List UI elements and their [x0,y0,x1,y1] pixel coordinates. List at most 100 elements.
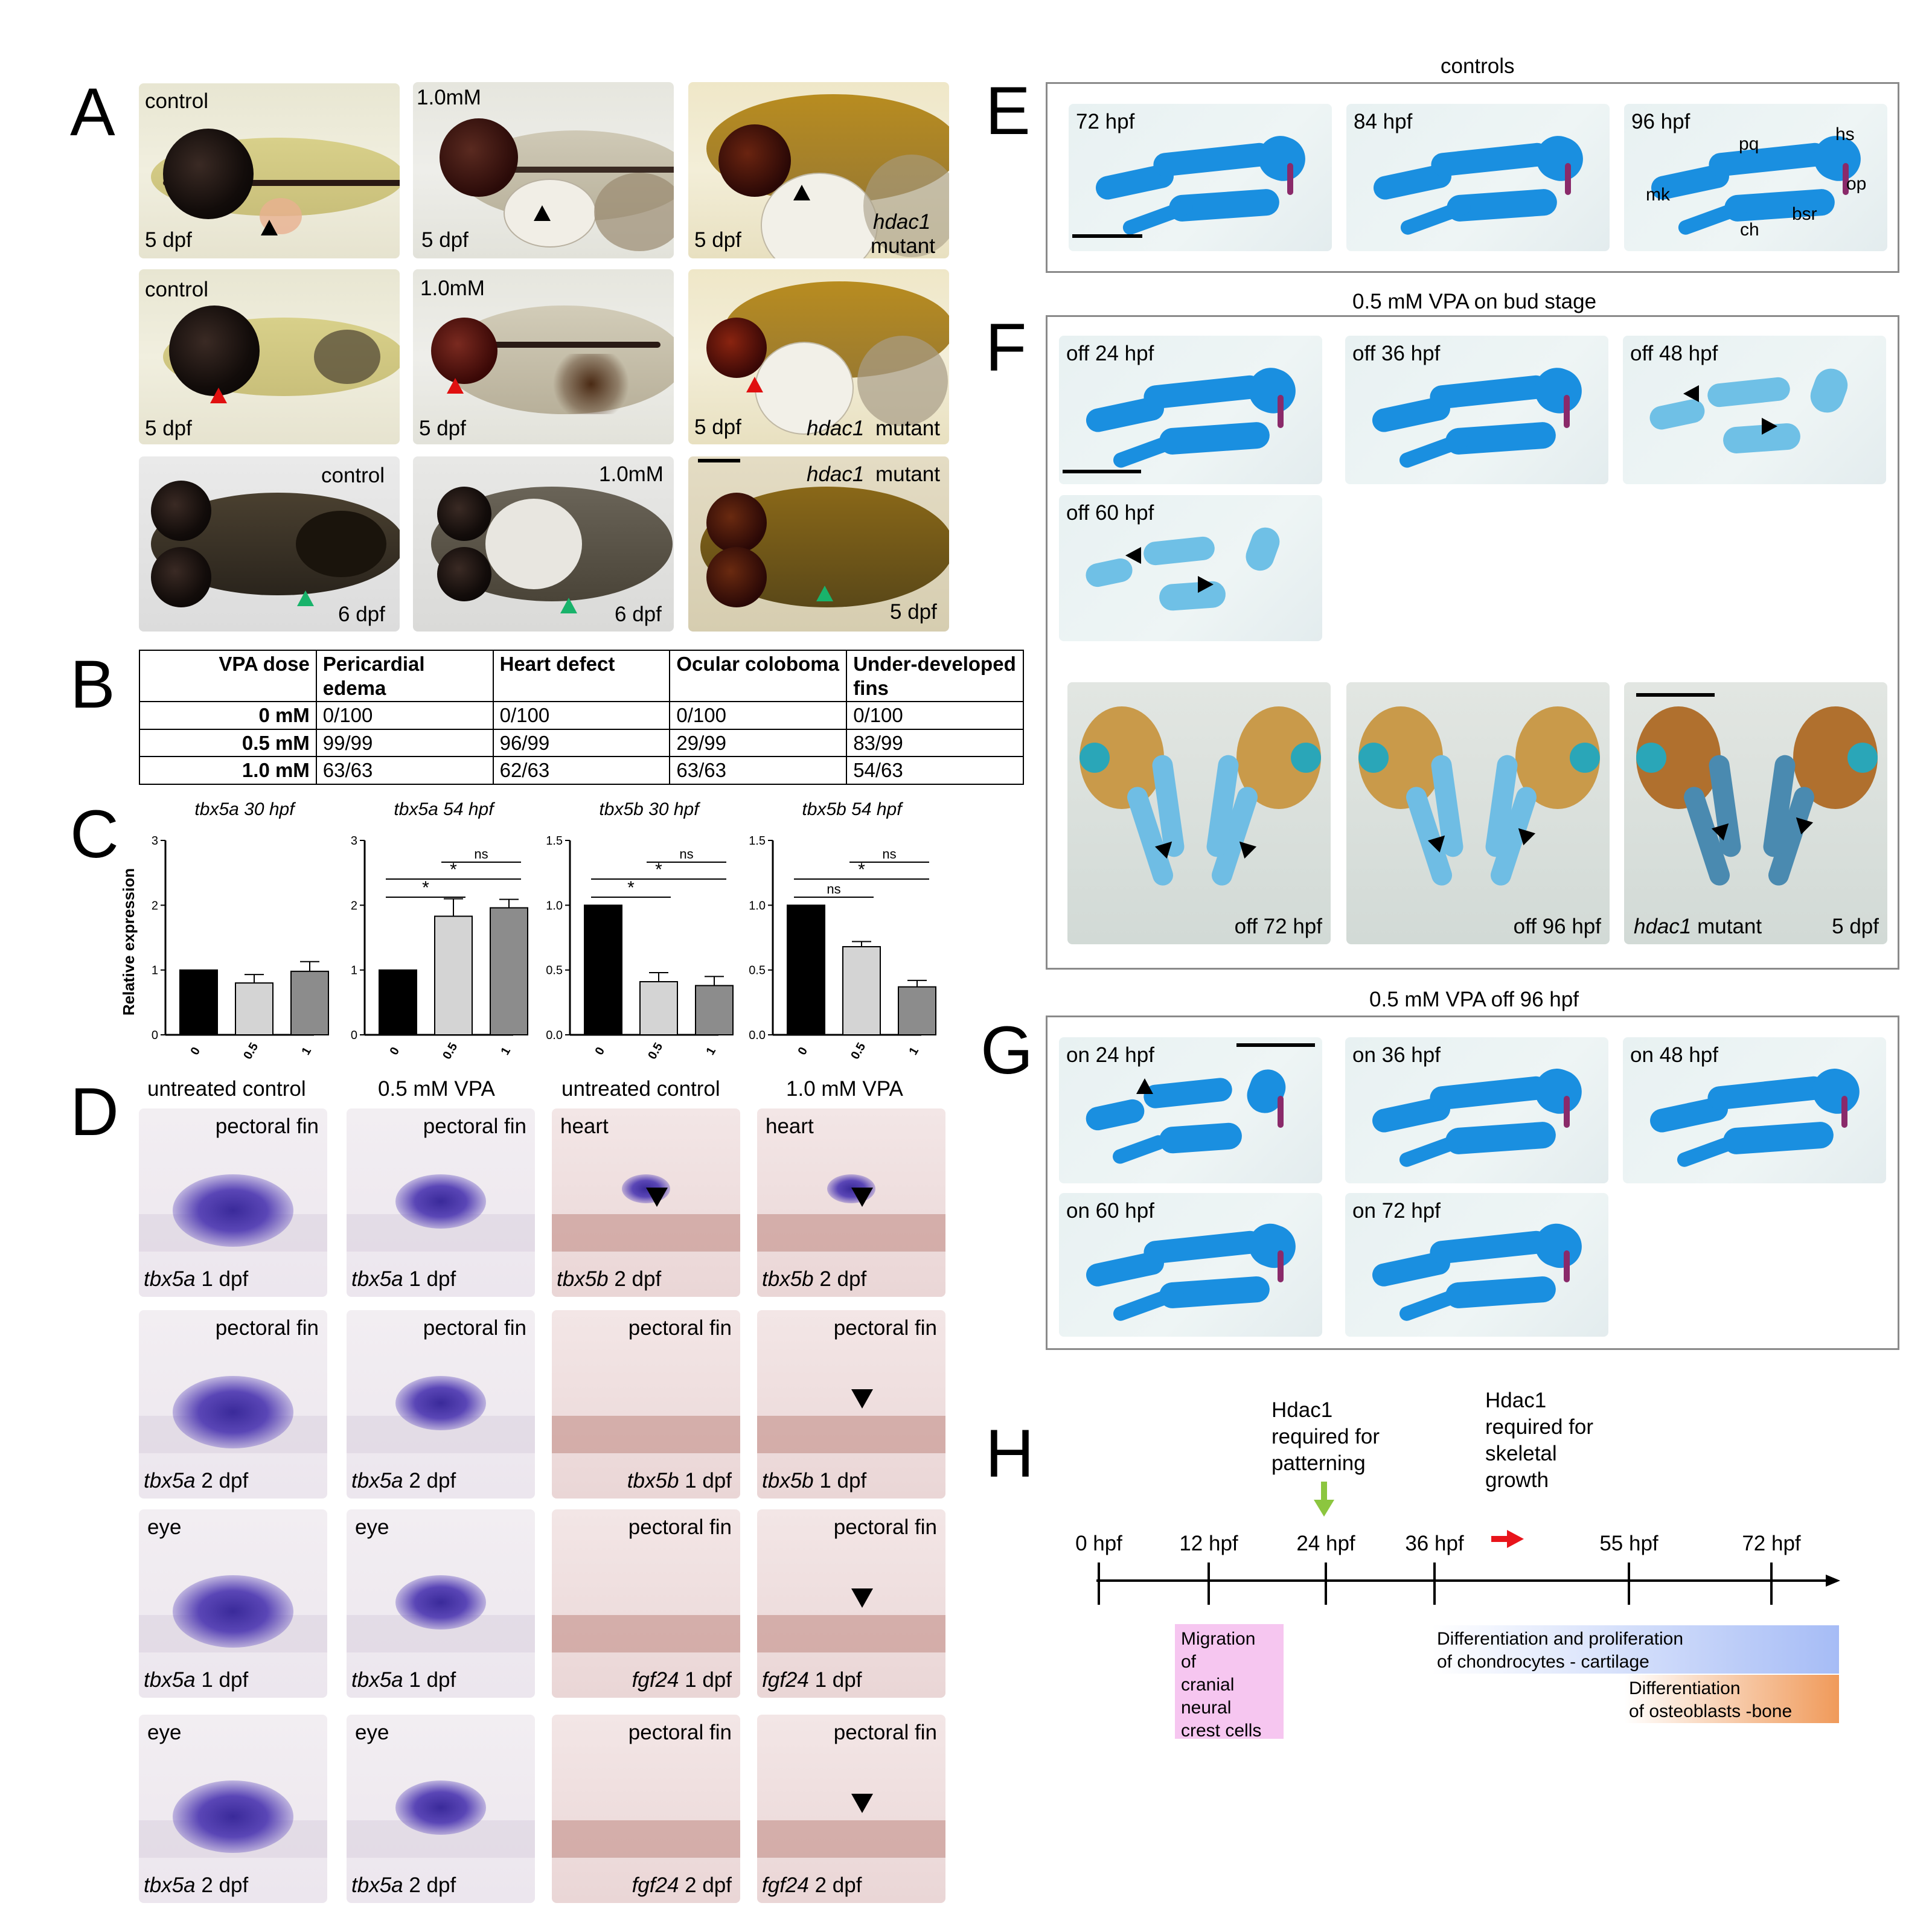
panel-d-image: eye tbx5a 1 dpf [139,1509,327,1698]
axis-arrow-icon [1826,1575,1840,1587]
label-stage: 5 dpf [421,228,469,252]
arrowhead-icon [816,586,833,601]
arrowhead-icon [793,185,810,200]
table-row: 0.5 mM 99/99 96/99 29/99 83/99 [139,728,1024,758]
column-header: 0.5 mM VPA [378,1077,495,1101]
green-arrow-icon [1321,1482,1327,1503]
hdac1-patterning-note: Hdac1 required for patterning [1271,1398,1380,1475]
stage-label: 5 dpf [1832,915,1879,938]
stage-label: on 36 hpf [1352,1043,1441,1067]
scale-bar [698,459,740,462]
table-cell: 0/100 [846,701,1024,730]
panel-f-title: 0.5 mM VPA on bud stage [1352,290,1597,313]
gene-stage-label: tbx5a 2 dpf [351,1873,456,1897]
tissue-label: pectoral fin [423,1115,526,1138]
panel-d-image: pectoral fin tbx5b 1 dpf [552,1310,740,1499]
x-tick-label: 1 [906,1045,921,1058]
panel-f-frame [1046,315,1899,970]
bar [179,969,218,1035]
panel-d-image: pectoral fin fgf24 2 dpf [552,1715,740,1903]
scale-bar [1072,234,1142,238]
tissue-label: pectoral fin [423,1316,526,1340]
tissue-label: pectoral fin [215,1316,319,1340]
tissue-label: pectoral fin [833,1515,937,1539]
table-row: 0 mM 0/100 0/100 0/100 0/100 [139,701,1024,730]
stage-label: off 36 hpf [1352,342,1441,365]
stage-label: off 48 hpf [1630,342,1718,365]
gene-stage-label: tbx5a 2 dpf [144,1469,249,1492]
x-tick-label: 0.5 [241,1040,261,1061]
panel-e-frame [1046,82,1899,273]
bar [434,915,473,1035]
panel-c-charts: Relative expression tbx5a 30 hpf 0 1 2 3 0 0.5 1… [120,799,936,1062]
column-header: untreated control [147,1077,306,1101]
gene-stage-label: fgf24 2 dpf [632,1873,732,1897]
stage-label: on 60 hpf [1066,1199,1154,1223]
gene-stage-label: tbx5a 1 dpf [144,1267,249,1291]
tissue-label: pectoral fin [628,1316,732,1340]
x-tick-label: 0 [592,1045,607,1058]
arrowhead-icon [261,220,278,235]
significance-label: ns [474,846,488,862]
tissue-label: pectoral fin [833,1316,937,1340]
table-cell: 0/100 [315,701,494,730]
arrowhead-icon [297,590,314,606]
cartilage-image: 72 hpf [1069,104,1332,251]
significance-label: * [422,878,429,898]
significance-label: ns [882,846,896,862]
column-header: untreated control [561,1077,720,1101]
x-tick-label: 0.5 [848,1040,868,1061]
significance-label: ns [827,881,840,897]
panel-label-a: A [70,74,115,150]
label-genotype: hdac1 [873,210,931,234]
y-tick-label: 1.5 [749,834,766,848]
panel-label-d: D [70,1074,119,1150]
panel-label-e: E [985,73,1031,149]
panel-d-image: pectoral fin tbx5b 1 dpf [757,1310,945,1499]
significance-label: * [450,860,457,880]
arrowhead-icon [646,1188,668,1208]
label-control: control [145,89,209,113]
gene-stage-label: tbx5a 1 dpf [144,1668,249,1692]
bar [490,907,528,1035]
panel-a-image-r1c3: 5 dpf hdac1 mutant [688,82,949,258]
panel-label-h: H [985,1416,1034,1491]
arrowhead-icon [851,1588,873,1608]
y-tick-label: 0.0 [546,1029,563,1042]
table-cell: 63/63 [669,756,848,785]
panel-d-image: pectoral fin fgf24 2 dpf [757,1715,945,1903]
x-tick-label: 1 [703,1045,718,1058]
stage-label: off 96 hpf [1513,915,1601,938]
label-control: control [321,464,385,487]
significance-label: * [655,860,662,880]
cartilage-image: off 36 hpf [1345,336,1608,484]
gene-stage-label: tbx5a 1 dpf [351,1267,456,1291]
scale-bar [1636,693,1715,697]
arrowhead-icon [447,378,464,394]
label-control: control [145,278,209,301]
header-vpa-dose: VPA dose [139,649,317,703]
header-pericardial-edema: Pericardial edema [315,649,494,703]
ventral-cartilage-image: off 96 hpf [1346,682,1610,944]
dose-cell: 0.5 mM [139,728,317,758]
panel-d-image: pectoral fin fgf24 1 dpf [757,1509,945,1698]
stage-label: on 72 hpf [1352,1199,1441,1223]
ventral-cartilage-image: hdac1 mutant 5 dpf [1624,682,1887,944]
cartilage-image: off 24 hpf [1059,336,1322,484]
panel-d-image: heart tbx5b 2 dpf [757,1108,945,1297]
x-tick-label: 0.5 [440,1040,460,1061]
stage-label: off 24 hpf [1066,342,1154,365]
panel-a-image-r3c1: control 6 dpf [139,456,400,632]
y-tick-label: 1.0 [749,899,766,912]
table-row: 1.0 mM 63/63 62/63 63/63 54/63 [139,756,1024,785]
tissue-label: eye [355,1515,389,1539]
cartilage-image: on 24 hpf [1059,1037,1322,1183]
panel-a-image-r1c2: 1.0mM 5 dpf [413,82,674,258]
panel-label-f: F [985,310,1027,385]
arrowhead-icon [1136,1078,1153,1094]
timeline-tick-label: 36 hpf [1405,1532,1464,1555]
bar [639,980,678,1035]
panel-d-image: pectoral fin tbx5a 2 dpf [347,1310,535,1499]
dose-cell: 0 mM [139,701,317,730]
bar [787,904,825,1035]
